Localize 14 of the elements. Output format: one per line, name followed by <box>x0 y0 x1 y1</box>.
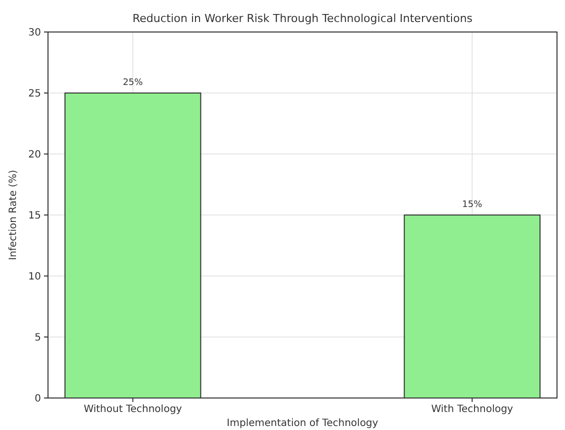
x-axis-title: Implementation of Technology <box>226 418 378 429</box>
x-tick-label: Without Technology <box>84 404 182 415</box>
y-axis-title: Infection Rate (%) <box>8 170 19 260</box>
data-label: 25% <box>122 78 144 88</box>
data-label: 15% <box>462 200 483 210</box>
y-tick-label: 20 <box>28 150 41 160</box>
y-tick-label: 25 <box>28 88 41 100</box>
y-tick-label: 15 <box>28 210 41 222</box>
y-tick-label: 30 <box>28 28 41 38</box>
y-tick-label: 0 <box>34 394 41 404</box>
chart-title: Reduction in Worker Risk Through Technological Interventions <box>132 12 473 25</box>
y-tick-label: 10 <box>28 272 41 282</box>
y-tick-label: 5 <box>34 332 41 344</box>
x-tick-label: With Technology <box>431 404 514 415</box>
